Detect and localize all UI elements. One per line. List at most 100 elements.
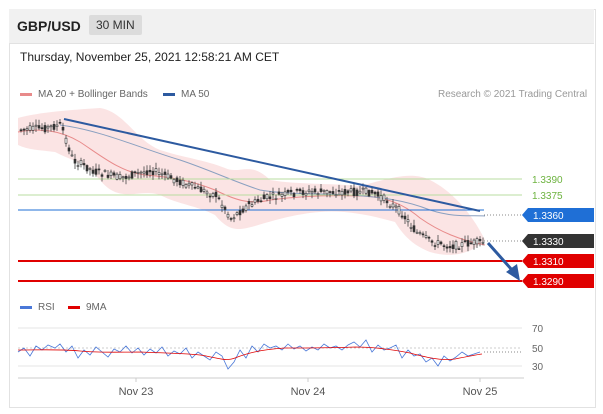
candle-body [346,190,350,194]
candle-body [310,191,314,194]
candle-body [166,173,170,179]
candle-body [181,179,185,186]
candle-body [205,191,209,195]
candle-body [388,206,392,208]
candle-body [169,175,173,179]
candle-body [289,189,293,193]
rsi-ma9-line [17,346,483,360]
candle-body [361,187,365,190]
candle-body [406,219,410,223]
legend-ma-bb-label: MA 20 + Bollinger Bands [38,89,148,100]
candle-body [340,191,344,196]
candle-body [157,172,161,175]
candle-body [136,172,140,174]
candle-body [49,125,53,128]
candle-body [115,173,119,180]
candle-body [268,196,272,199]
candle-body [286,190,290,193]
candle-body [64,137,68,144]
x-tick-label: Nov 24 [291,386,326,398]
candle-body [19,129,23,132]
legend-rsi: RSI [20,302,55,313]
legend-ma-bb-swatch [20,92,32,96]
candle-body [331,191,335,194]
candle-body [106,174,110,178]
candle-body [55,124,59,127]
candle-body [319,188,323,192]
candle-body [40,127,44,129]
candle-body [88,168,92,170]
candle-body [298,188,302,192]
candle-body [352,187,356,197]
candle-body [151,170,155,176]
candle-body [25,128,29,131]
candle-body [175,177,179,182]
candle-body [133,171,137,174]
candle-body [433,245,437,247]
candle-body [142,171,146,174]
candle-body [463,240,467,242]
candle-body [235,212,239,215]
candle-body [448,246,452,249]
legend-ma50: MA 50 [163,89,209,100]
candle-body [421,233,425,236]
candle-body [160,173,164,176]
candle-body [445,246,449,249]
candle-body [442,245,446,247]
candle-body [124,175,128,179]
candle-body [46,125,50,129]
rsi-tick-label: 70 [532,324,544,335]
rsi-line [17,339,481,370]
legend-rsi-label: RSI [38,302,55,313]
candle-body [22,128,26,131]
timeframe-badge[interactable]: 30 MIN [89,15,142,35]
candle-body [145,170,149,176]
level-label: 1.3360 [533,211,564,222]
candle-body [403,215,407,220]
candle-body [154,168,158,172]
candle-body [307,189,311,193]
rsi-tick-label: 30 [532,362,544,373]
candle-body [478,239,482,242]
candle-body [103,170,107,172]
candle-body [52,124,56,130]
candle-body [376,191,380,197]
candle-body [391,203,395,208]
candle-body [76,165,80,167]
candle-body [430,240,434,243]
timestamp: Thursday, November 25, 2021 12:58:21 AM … [20,50,280,64]
candle-body [118,174,122,180]
rsi-tick-label: 50 [532,344,544,355]
legend-ma50-swatch [163,92,175,96]
candle-body [436,240,440,245]
level-tag [522,274,594,288]
level-label: 1.3390 [532,175,563,186]
candle-body [190,182,194,186]
candle-body [256,198,260,202]
candle-body [472,239,476,245]
candle-body [28,125,32,131]
candle-body [232,217,236,220]
candle-body [304,193,308,196]
candle-body [370,190,374,194]
candle-body [226,213,230,218]
candle-body [397,206,401,215]
candle-body [313,188,317,193]
candle-body [70,154,74,157]
level-tag [522,254,594,268]
candle-body [31,125,35,131]
legend-9ma: 9MA [68,302,107,313]
candle-body [265,194,269,200]
candle-body [373,191,377,195]
candle-body [400,215,404,218]
candle-body [82,163,86,166]
candle-body [385,200,389,204]
candle-body [34,124,38,127]
candle-body [280,193,284,197]
symbol-title: GBP/USD [17,18,81,34]
candle-body [295,189,299,191]
forecast-arrowhead [506,264,520,281]
candle-body [481,241,485,244]
candle-body [424,235,428,238]
